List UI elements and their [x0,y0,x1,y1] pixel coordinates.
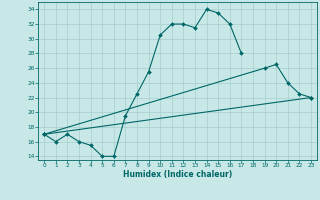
X-axis label: Humidex (Indice chaleur): Humidex (Indice chaleur) [123,170,232,179]
